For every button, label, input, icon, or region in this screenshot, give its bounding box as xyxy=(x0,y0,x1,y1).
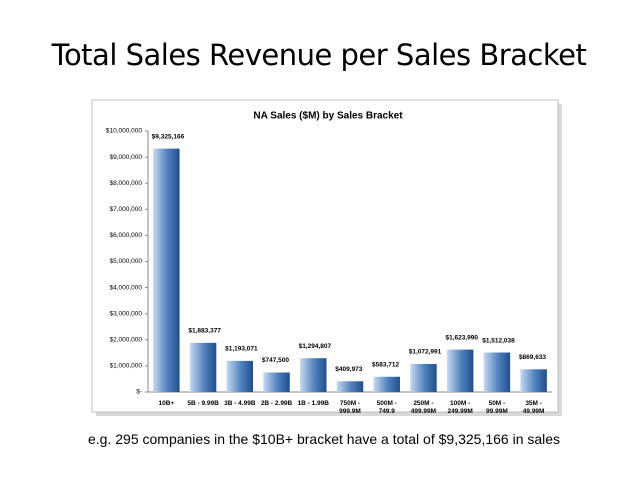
bar xyxy=(263,372,290,392)
y-tick-label: $3,000,000 xyxy=(109,310,142,317)
y-tick-label: $- xyxy=(136,389,142,396)
y-tick-label: $1,000,000 xyxy=(109,363,142,370)
x-tick-label: 5B - 9.99B xyxy=(187,400,219,407)
x-tick-label: 100M - 249.99M xyxy=(447,400,473,415)
y-tick-label: $7,000,000 xyxy=(109,206,142,213)
x-tick-label: 250M - 499.99M xyxy=(410,400,437,415)
value-label: $409,973 xyxy=(335,366,362,373)
value-label: $1,193,071 xyxy=(225,346,258,353)
bar xyxy=(226,360,254,392)
value-label: $1,883,377 xyxy=(188,328,221,335)
y-tick-label: $2,000,000 xyxy=(109,337,142,344)
value-label: $1,512,038 xyxy=(482,337,515,344)
x-tick-label: 750M - 999.9M xyxy=(339,400,361,415)
caption: e.g. 295 companies in the $10B+ bracket … xyxy=(88,431,561,447)
y-tick-label: $10,000,000 xyxy=(106,128,143,135)
x-tick-label: 500M - 749.9 xyxy=(376,400,397,415)
y-tick-label: $9,000,000 xyxy=(109,154,142,161)
value-label: $583,712 xyxy=(372,361,399,368)
bar xyxy=(153,148,180,392)
x-tick-label: 35M - 49.99M xyxy=(522,400,545,415)
value-label: $869,633 xyxy=(519,354,546,361)
x-tick-label: 3B - 4.99B xyxy=(224,400,256,407)
value-label: $747,500 xyxy=(262,357,289,364)
x-tick-label: 1B - 1.99B xyxy=(297,400,329,407)
bar xyxy=(373,376,400,392)
y-tick-label: $6,000,000 xyxy=(109,232,142,239)
slide-title: Total Sales Revenue per Sales Bracket xyxy=(51,38,587,72)
bar xyxy=(520,369,547,392)
value-label: $9,325,166 xyxy=(152,133,185,140)
chart-title: NA Sales ($M) by Sales Bracket xyxy=(253,111,403,122)
y-tick-label: $8,000,000 xyxy=(109,180,142,187)
bar xyxy=(483,352,511,392)
y-tick-label: $4,000,000 xyxy=(109,284,142,291)
x-tick-label: 2B - 2.99B xyxy=(260,400,293,407)
y-tick-label: $5,000,000 xyxy=(109,258,142,265)
bar xyxy=(300,358,327,392)
value-label: $1,623,990 xyxy=(445,334,478,341)
value-label: $1,294,807 xyxy=(299,343,332,350)
bar xyxy=(336,381,364,392)
x-tick-label: 10B+ xyxy=(158,400,175,407)
x-tick-label: 50M - 99.99M xyxy=(486,400,508,415)
bar xyxy=(410,363,437,392)
bar xyxy=(189,342,217,392)
value-label: $1,072,991 xyxy=(409,349,442,356)
bar xyxy=(446,349,474,392)
